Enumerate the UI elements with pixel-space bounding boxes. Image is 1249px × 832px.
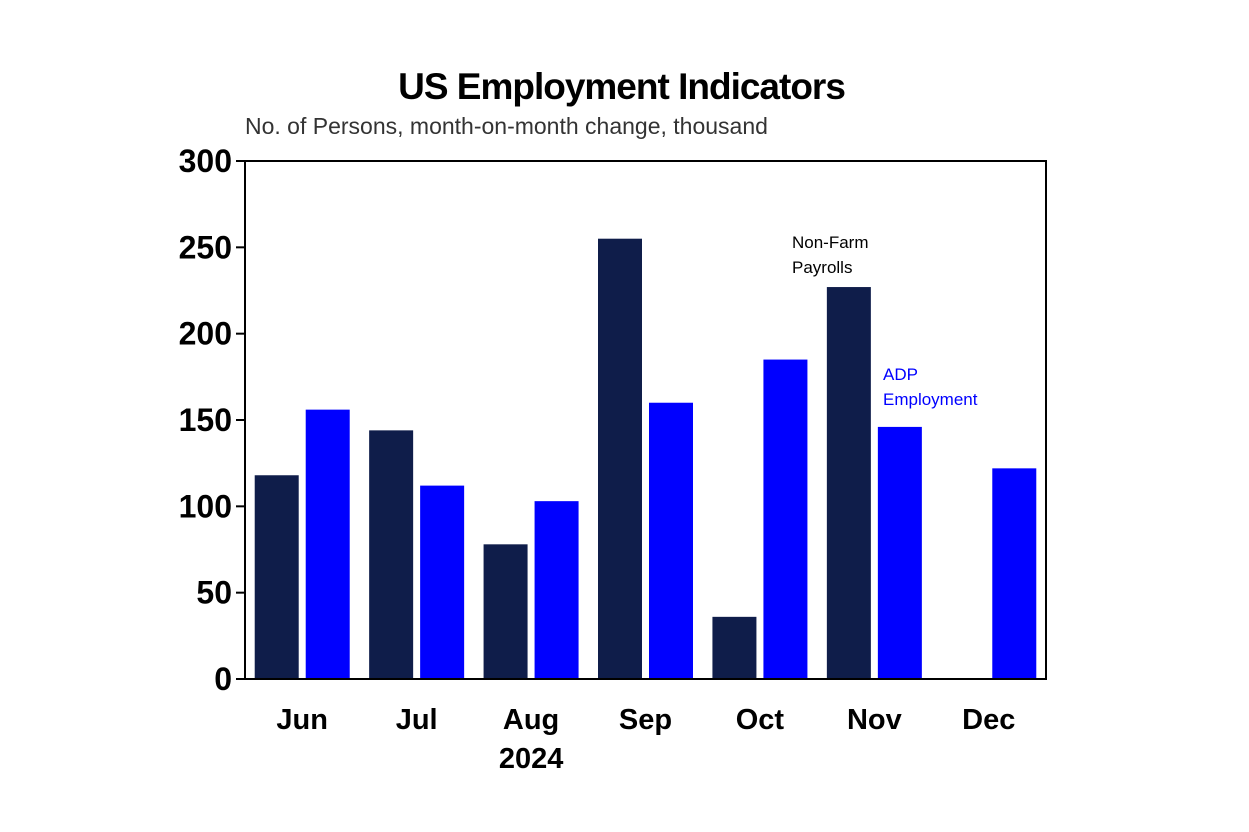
- x-axis: Jun Jul Aug Sep Oct Nov Dec: [276, 704, 1015, 736]
- bars-group: [254, 238, 1037, 679]
- x-category-label: Dec: [962, 704, 1015, 736]
- y-tick-label: 100: [179, 488, 232, 524]
- bar-adp-jul: [420, 485, 465, 679]
- bar-adp-nov: [877, 426, 922, 679]
- y-tick-label: 50: [196, 575, 232, 611]
- x-category-label: Jul: [396, 704, 438, 736]
- y-tick-label: 300: [179, 143, 232, 179]
- bar-nfp-sep: [598, 238, 642, 679]
- bar-adp-sep: [649, 402, 693, 679]
- x-category-label: Aug: [503, 704, 559, 736]
- bar-nfp-aug: [483, 544, 528, 679]
- x-category-label: Nov: [847, 704, 902, 736]
- y-tick-label: 200: [179, 316, 232, 352]
- bar-adp-dec: [992, 468, 1037, 679]
- y-tick-label: 150: [179, 402, 232, 438]
- bar-adp-aug: [534, 501, 579, 679]
- series-annotation-label: Employment: [883, 390, 978, 409]
- bar-nfp-oct: [712, 616, 757, 679]
- annotations: Non-Farm Payrolls ADP Employment: [792, 233, 978, 409]
- series-annotation-label: ADP: [883, 365, 918, 384]
- x-category-label: Oct: [736, 704, 785, 736]
- bar-nfp-nov: [826, 287, 871, 679]
- y-tick-label: 250: [179, 229, 232, 265]
- bar-adp-jun: [305, 409, 350, 679]
- series-annotation-label: Payrolls: [792, 258, 852, 277]
- chart-subtitle: No. of Persons, month-on-month change, t…: [245, 113, 768, 139]
- plot-frame: [244, 160, 1047, 680]
- y-axis: 0 50 100 150 200 250 300: [179, 143, 245, 697]
- bar-adp-oct: [763, 359, 808, 679]
- series-annotation-label: Non-Farm: [792, 233, 869, 252]
- chart-title: US Employment Indicators: [398, 66, 846, 107]
- x-category-label: Jun: [276, 704, 328, 736]
- x-category-label: Sep: [619, 704, 672, 736]
- x-axis-year-label: 2024: [499, 743, 564, 775]
- bar-nfp-jun: [254, 475, 299, 679]
- y-tick-label: 0: [214, 661, 232, 697]
- bar-nfp-jul: [369, 430, 414, 679]
